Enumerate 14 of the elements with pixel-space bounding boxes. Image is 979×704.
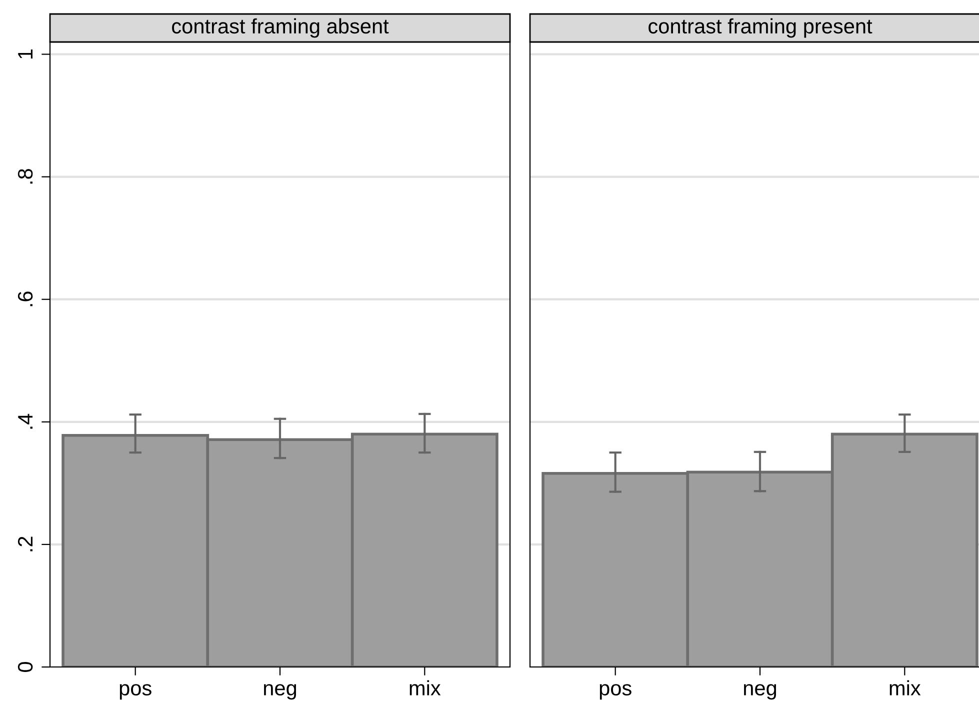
- chart-title: contrast framing absent: [172, 18, 389, 38]
- x-tick-label: mix: [890, 680, 921, 696]
- y-tick-label: .8: [18, 169, 33, 184]
- x-tick-label: neg: [264, 684, 296, 700]
- y-tick-label: .6: [18, 292, 33, 306]
- x-tick-label: mix: [410, 680, 441, 696]
- x-tick-label: neg: [744, 684, 776, 700]
- y-tick-label: .2: [18, 536, 32, 552]
- x-tick-label: pos: [120, 684, 152, 700]
- y-tick-label: 0: [18, 662, 33, 672]
- y-tick-label: .4: [18, 414, 32, 429]
- y-tick-label: 1: [18, 49, 32, 58]
- chart-title: contrast framing present: [648, 18, 872, 38]
- x-tick-label: pos: [600, 684, 632, 700]
